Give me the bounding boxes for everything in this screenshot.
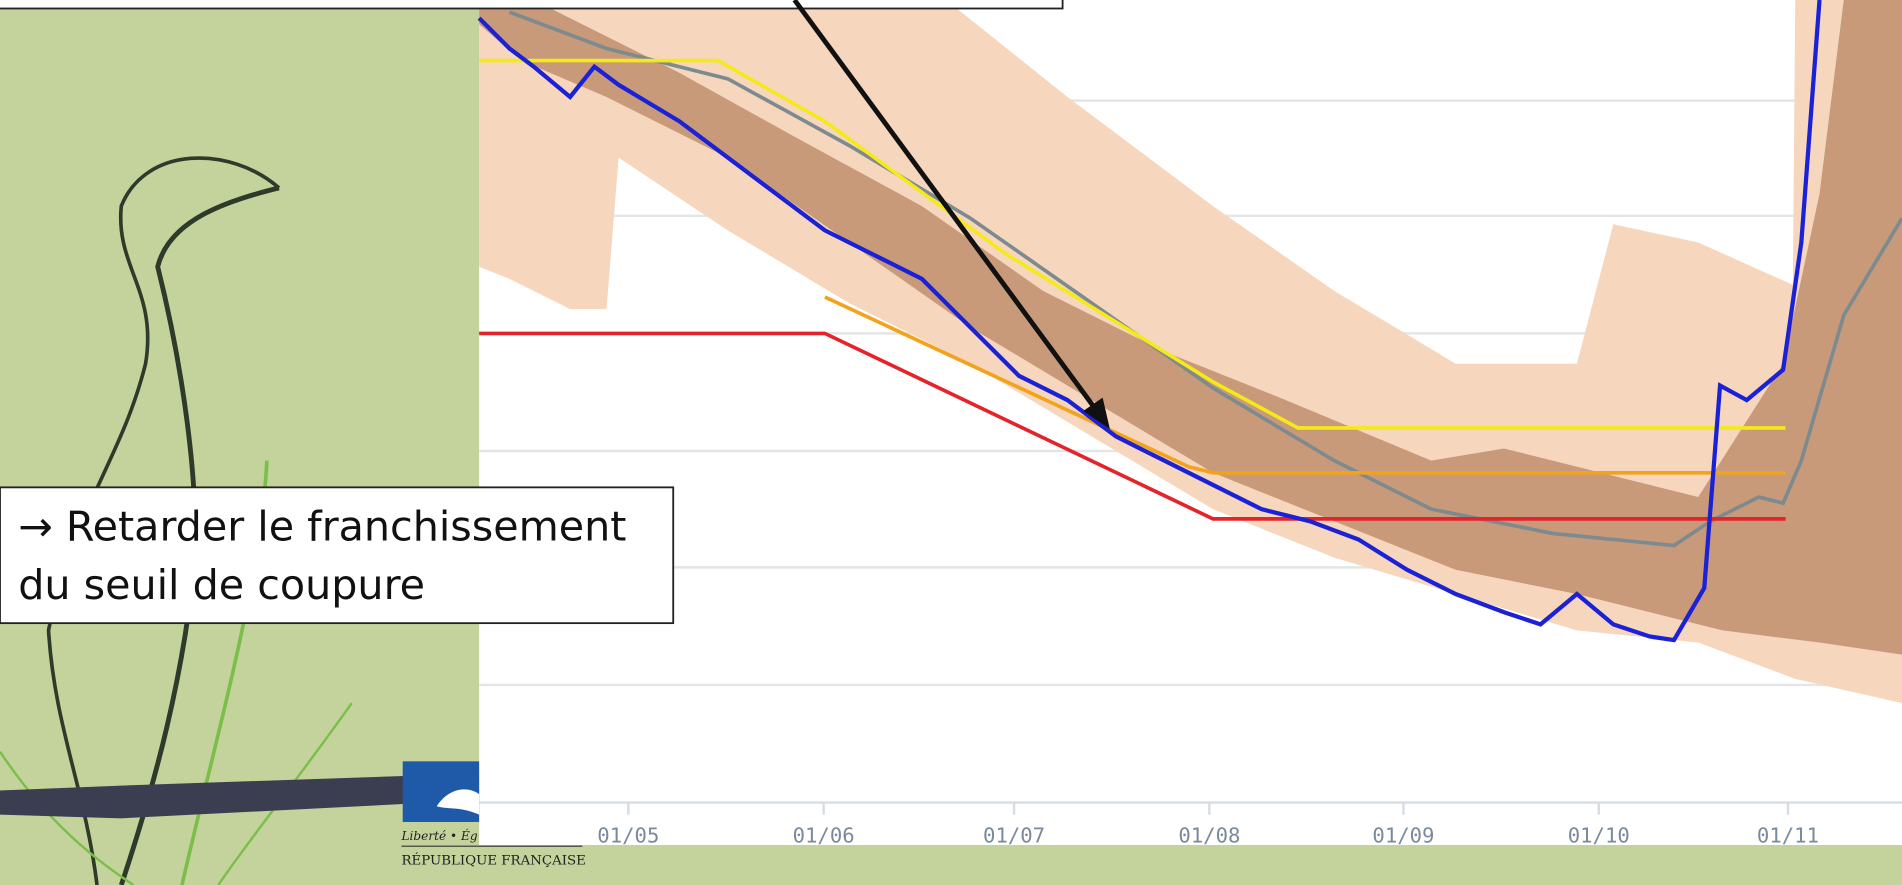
- observed-line: [477, 0, 1822, 643]
- callout-box: [0, 486, 675, 625]
- logo-name: RÉPUBLIQUE FRANÇAISE: [402, 852, 586, 868]
- arrow-head: [1083, 397, 1110, 430]
- x-tick-label: 01/09: [1372, 824, 1434, 848]
- grass: [0, 750, 135, 885]
- x-tick-label: 01/08: [1178, 824, 1240, 848]
- x-tick-label: 01/10: [1568, 824, 1630, 848]
- median-line: [508, 10, 1902, 548]
- x-tick-label: 01/06: [793, 824, 855, 848]
- callout-line: du seuil de coupure: [18, 561, 425, 609]
- yellow-threshold: [479, 58, 1786, 430]
- x-tick-label: 01/05: [597, 824, 659, 848]
- callout-line: → Retarder le franchissement: [18, 503, 626, 551]
- x-tick-label: 01/11: [1757, 824, 1819, 848]
- red-threshold: [479, 331, 1786, 521]
- bird-outline: [46, 156, 281, 885]
- top-box: [0, 0, 1064, 10]
- grass: [217, 702, 353, 885]
- x-tick-label: 01/07: [983, 824, 1045, 848]
- bottom-band: [479, 844, 1902, 885]
- logo-figure: [436, 789, 480, 815]
- logo-motto: Liberté • Ég: [401, 828, 478, 843]
- bird-outline: [118, 185, 280, 885]
- x-ticks: 01/05 01/06 01/07 01/08 01/09 01/10 01/11: [597, 802, 1819, 848]
- branch: [0, 773, 480, 819]
- inner-band: [479, 0, 1902, 655]
- orange-threshold: [824, 295, 1786, 475]
- arrow-shaft: [792, 0, 1100, 414]
